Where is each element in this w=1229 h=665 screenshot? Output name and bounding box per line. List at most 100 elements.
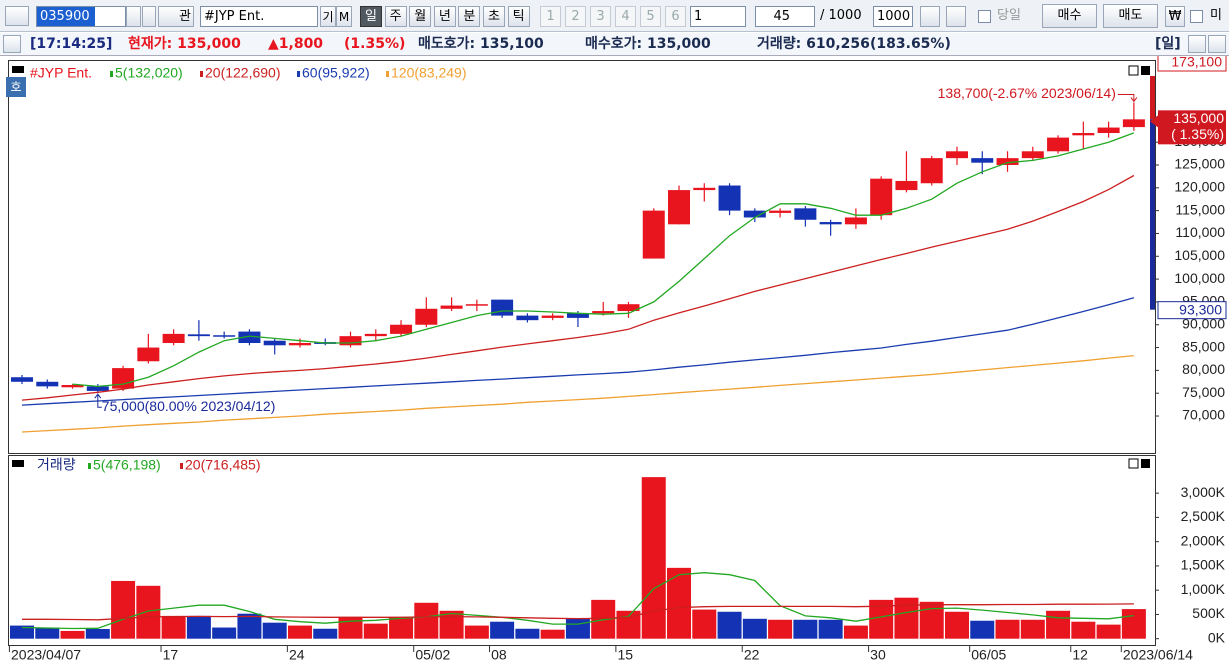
sell-button[interactable]: 매도	[1103, 4, 1158, 28]
panel-button[interactable]	[1208, 35, 1226, 53]
search-button[interactable]: 관	[158, 6, 194, 27]
unit-select[interactable]: 1	[690, 6, 746, 27]
max-input[interactable]: 1000	[873, 6, 913, 27]
period-button[interactable]: 틱	[507, 6, 530, 27]
high-arrow	[1117, 93, 1138, 103]
candle-body	[263, 340, 286, 346]
y-tick-label: 125,000	[1174, 156, 1225, 172]
y-tick-label: 115,000	[1175, 201, 1225, 217]
period-button[interactable]: 년	[433, 6, 456, 27]
legend-swatch	[180, 463, 183, 469]
volume-bar	[944, 611, 969, 639]
period-button[interactable]: 일	[360, 6, 382, 27]
candle-body	[339, 336, 362, 346]
legend-swatch	[110, 71, 113, 77]
x-tick-label: 08	[491, 647, 507, 663]
type-button[interactable]: 기	[320, 6, 336, 27]
info-volume: 거래량: 610,256	[757, 36, 870, 52]
panel-close-icon[interactable]	[1141, 66, 1150, 75]
icon-button[interactable]	[3, 35, 21, 53]
candle-body	[86, 386, 109, 391]
slot-button[interactable]: 5	[640, 6, 661, 27]
volume-bar	[262, 622, 287, 639]
candle-body	[642, 210, 665, 259]
volume-bar	[793, 619, 818, 639]
x-tick-label: 15	[617, 647, 633, 663]
panel-button[interactable]	[1188, 35, 1206, 53]
legend-title: #JYP Ent.	[30, 65, 92, 81]
y-tick-label: 2,500K	[1181, 508, 1226, 524]
slot-button[interactable]: 3	[590, 6, 611, 27]
period-button[interactable]: 월	[409, 6, 432, 27]
next-button[interactable]	[142, 6, 156, 27]
volume-bar	[970, 620, 995, 639]
volume-bar	[692, 609, 717, 639]
buy-button[interactable]: 매수	[1042, 4, 1097, 28]
volume-bar	[1121, 609, 1146, 639]
low-arrow	[94, 393, 102, 408]
panel-min-icon[interactable]	[1128, 458, 1139, 469]
candle-body	[390, 324, 413, 334]
x-tick-label: 12	[1072, 647, 1088, 663]
period-button[interactable]: 초	[483, 6, 505, 27]
candle-body	[617, 304, 640, 312]
today-check[interactable]	[978, 10, 991, 23]
slot-button[interactable]: 1	[540, 6, 561, 27]
volume-bar	[85, 628, 110, 639]
volume-bar	[1046, 610, 1071, 639]
moving-average-line	[21, 354, 1134, 433]
panel-min-icon[interactable]	[1128, 65, 1139, 76]
candle-body	[693, 187, 716, 191]
candle-body	[415, 308, 438, 325]
name-input[interactable]: #JYP Ent.	[200, 6, 318, 27]
y-tick-label: 105,000	[1174, 247, 1225, 263]
panel-close-icon[interactable]	[1141, 459, 1150, 468]
currency-button[interactable]: ₩	[1165, 6, 1185, 27]
slot-button[interactable]: 4	[615, 6, 636, 27]
volume-bar	[818, 619, 843, 639]
slot-button[interactable]: 2	[565, 6, 586, 27]
volume-bar	[995, 619, 1020, 639]
legend-icon	[12, 460, 24, 467]
volume-bar	[641, 477, 666, 639]
legend-entry: 20(716,485)	[185, 457, 261, 473]
period-button[interactable]: 분	[458, 6, 481, 27]
code-dropdown[interactable]	[126, 6, 141, 27]
type-button[interactable]: M	[336, 6, 352, 27]
candle-body	[364, 333, 387, 337]
tool-icon[interactable]	[946, 6, 966, 27]
range-box	[1157, 301, 1227, 320]
moving-average-line	[21, 297, 1135, 406]
moving-average-line	[21, 572, 1134, 630]
y-tick-label: 70,000	[1182, 407, 1225, 423]
volume-bar	[717, 611, 742, 639]
candle-body	[971, 158, 994, 163]
info-change-rate: (1.35%)	[344, 36, 406, 52]
volume-bar	[161, 615, 186, 639]
more-check[interactable]	[1190, 10, 1203, 23]
volume-bar	[540, 629, 565, 639]
last-change-label: ( 1.35%)	[1171, 126, 1224, 142]
candle-body	[870, 178, 893, 216]
period-button[interactable]: 주	[384, 6, 407, 27]
volume-bar	[894, 597, 919, 639]
candle-body	[541, 315, 564, 318]
count-input[interactable]: 45	[755, 6, 815, 27]
first-button[interactable]	[5, 6, 29, 26]
code-input[interactable]: 035900	[36, 6, 126, 27]
x-tick-label: 05/02	[415, 647, 450, 663]
price-panel	[8, 60, 1156, 454]
candle-body	[61, 384, 84, 388]
today-label: 당일	[997, 8, 1021, 23]
candle-body	[516, 315, 539, 321]
candle-body	[996, 158, 1019, 165]
volume-bar	[843, 625, 868, 639]
tool-icon[interactable]	[920, 6, 940, 27]
volume-bar	[237, 613, 262, 639]
volume-bar	[490, 621, 515, 639]
side-badge[interactable]: 호	[6, 77, 26, 97]
range-label: 93,300	[1179, 301, 1222, 317]
info-bar: [17:14:25] 현재가: 135,000 ▲1,800 (1.35%) 매도호가:…	[0, 33, 1229, 56]
candle-body	[592, 311, 615, 314]
slot-button[interactable]: 6	[665, 6, 686, 27]
